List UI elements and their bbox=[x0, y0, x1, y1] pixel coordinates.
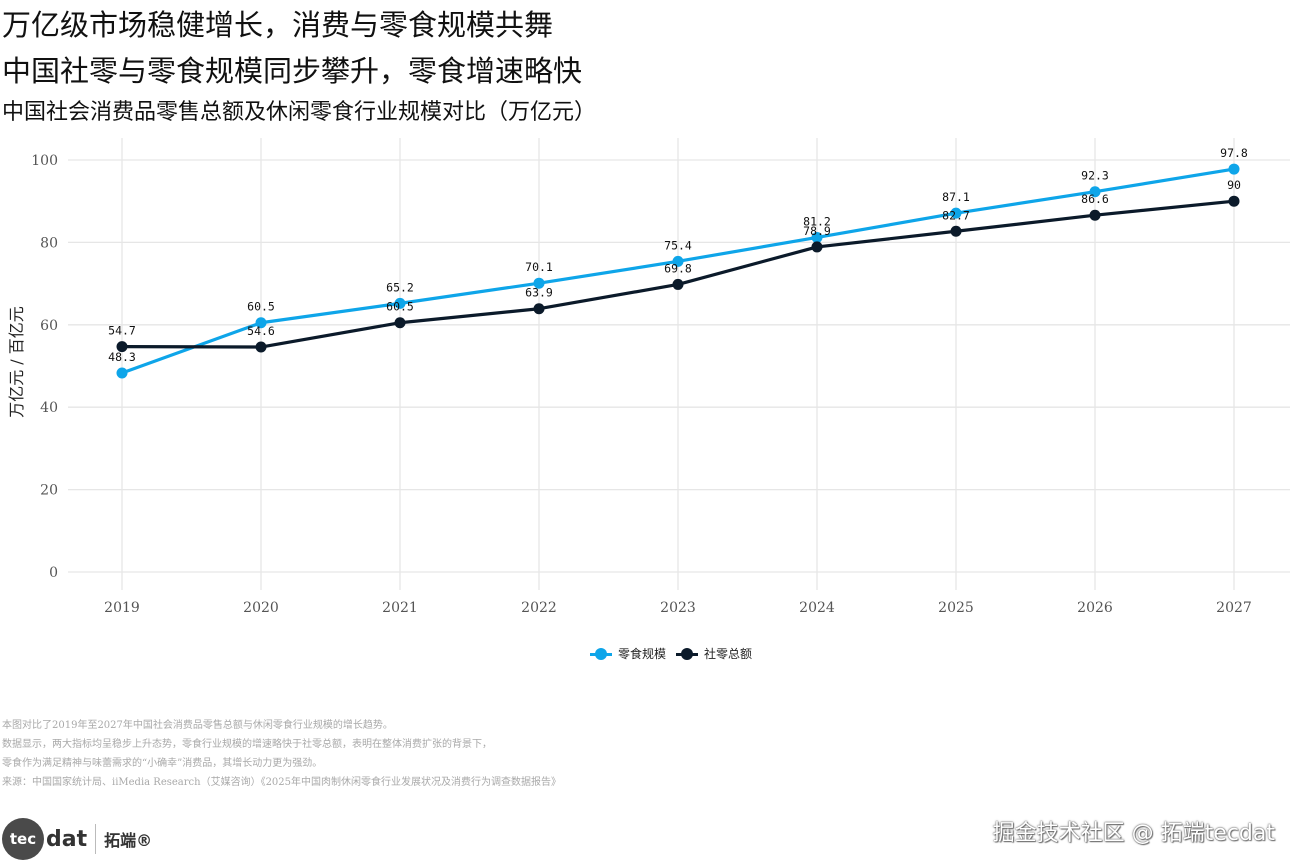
line-chart: 0 20 40 60 80 100 2019 2020 2021 2022 2023 2024 2025… bbox=[7, 138, 1290, 616]
data-label: 78.9 bbox=[803, 224, 831, 238]
subtitle: 中国社零与零食规模同步攀升，零食增速略快 bbox=[2, 54, 583, 88]
tecdat-logo: tec dat 拓端® bbox=[2, 818, 152, 860]
x-tick-label: 2021 bbox=[382, 600, 418, 616]
data-point-snack bbox=[1228, 163, 1240, 175]
data-label: 60.5 bbox=[247, 300, 275, 314]
note-line: 本图对比了2019年至2027年中国社会消费品零售总额与休闲零食行业规模的增长趋… bbox=[2, 720, 393, 731]
y-axis-label: 万亿元 / 百亿元 bbox=[7, 306, 26, 418]
watermark: 掘金技术社区 @ 拓端tecdat bbox=[992, 821, 1275, 846]
data-label: 82.7 bbox=[942, 208, 970, 222]
logo-circle: tec bbox=[2, 818, 44, 860]
data-point-retail bbox=[811, 241, 823, 253]
x-tick-label: 2027 bbox=[1216, 600, 1252, 616]
x-tick-label: 2023 bbox=[660, 600, 696, 616]
data-label: 48.3 bbox=[108, 350, 136, 364]
x-tick-label: 2020 bbox=[243, 600, 279, 616]
data-point-retail bbox=[1228, 195, 1240, 207]
data-point-retail bbox=[672, 278, 684, 290]
data-labels: 48.3 60.5 65.2 70.1 75.4 81.2 87.1 92.3 97.8 54.7… bbox=[108, 146, 1248, 364]
data-point-snack bbox=[1089, 186, 1101, 198]
data-label: 60.5 bbox=[386, 300, 414, 314]
data-point-snack bbox=[811, 231, 823, 243]
x-tick-label: 2025 bbox=[938, 600, 974, 616]
chart-title: 中国社会消费品零售总额及休闲零食行业规模对比（万亿元） bbox=[2, 100, 597, 125]
source-line: 来源：中国国家统计局、iiMedia Research（艾媒咨询）《2025年中… bbox=[2, 777, 562, 788]
data-label: 70.1 bbox=[525, 260, 553, 274]
x-tick-label: 2026 bbox=[1077, 600, 1113, 616]
y-tick-label: 0 bbox=[49, 565, 58, 581]
data-point-snack bbox=[533, 277, 545, 289]
data-point-retail bbox=[1089, 209, 1101, 221]
series bbox=[116, 163, 1240, 379]
y-tick-label: 40 bbox=[40, 400, 58, 416]
x-tick-label: 2019 bbox=[104, 600, 140, 616]
data-point-retail bbox=[533, 303, 545, 315]
legend-item-snack: 零食规模 bbox=[590, 645, 666, 662]
note-line: 零食作为满足精神与味蕾需求的“小确幸”消费品，其增长动力更为强劲。 bbox=[2, 758, 323, 769]
data-label: 97.8 bbox=[1220, 146, 1248, 160]
x-tick-label: 2024 bbox=[799, 600, 835, 616]
legend-key-retail bbox=[676, 647, 699, 660]
y-tick-label: 80 bbox=[40, 235, 58, 251]
legend-label-retail: 社零总额 bbox=[704, 647, 753, 661]
grid bbox=[68, 138, 1290, 590]
logo-word: dat bbox=[46, 826, 88, 852]
legend-key-snack bbox=[590, 647, 612, 660]
legend-item-retail: 社零总额 bbox=[676, 645, 752, 662]
data-label: 86.6 bbox=[1081, 192, 1109, 206]
data-label: 69.8 bbox=[664, 261, 692, 275]
data-point-retail bbox=[394, 317, 406, 329]
data-point-retail bbox=[116, 341, 128, 353]
data-point-snack bbox=[255, 317, 267, 329]
logo-circle-text: tec bbox=[9, 830, 37, 848]
data-label: 75.4 bbox=[664, 238, 692, 252]
note-line: 数据显示，两大指标均呈稳步上升态势，零食行业规模的增速略快于社零总额，表明在整体… bbox=[2, 739, 492, 750]
legend-label-snack: 零食规模 bbox=[618, 647, 667, 661]
data-label: 54.7 bbox=[108, 324, 136, 338]
x-tick-label: 2022 bbox=[521, 600, 557, 616]
data-label: 54.6 bbox=[247, 324, 275, 338]
logo-cn-text: 拓端® bbox=[104, 831, 153, 850]
data-point-snack bbox=[394, 297, 406, 309]
logo-divider bbox=[95, 824, 97, 854]
data-point-snack bbox=[950, 207, 962, 219]
data-label: 63.9 bbox=[525, 286, 553, 300]
footnotes: 本图对比了2019年至2027年中国社会消费品零售总额与休闲零食行业规模的增长趋… bbox=[2, 716, 561, 792]
data-point-snack bbox=[116, 367, 128, 379]
data-point-retail bbox=[255, 341, 267, 353]
data-label: 81.2 bbox=[803, 214, 831, 228]
data-label: 87.1 bbox=[942, 190, 970, 204]
data-label: 92.3 bbox=[1081, 169, 1109, 183]
legend: 零食规模 社零总额 bbox=[590, 645, 762, 662]
axes: 0 20 40 60 80 100 2019 2020 2021 2022 2023 2024 2025… bbox=[31, 153, 1252, 616]
data-label: 90 bbox=[1227, 178, 1241, 192]
y-tick-label: 100 bbox=[31, 153, 58, 169]
y-tick-label: 60 bbox=[40, 318, 58, 334]
data-point-snack bbox=[672, 255, 684, 267]
data-label: 65.2 bbox=[386, 280, 414, 294]
main-title: 万亿级市场稳健增长，消费与零食规模共舞 bbox=[2, 8, 554, 42]
y-tick-label: 20 bbox=[40, 483, 58, 499]
data-point-retail bbox=[950, 225, 962, 237]
